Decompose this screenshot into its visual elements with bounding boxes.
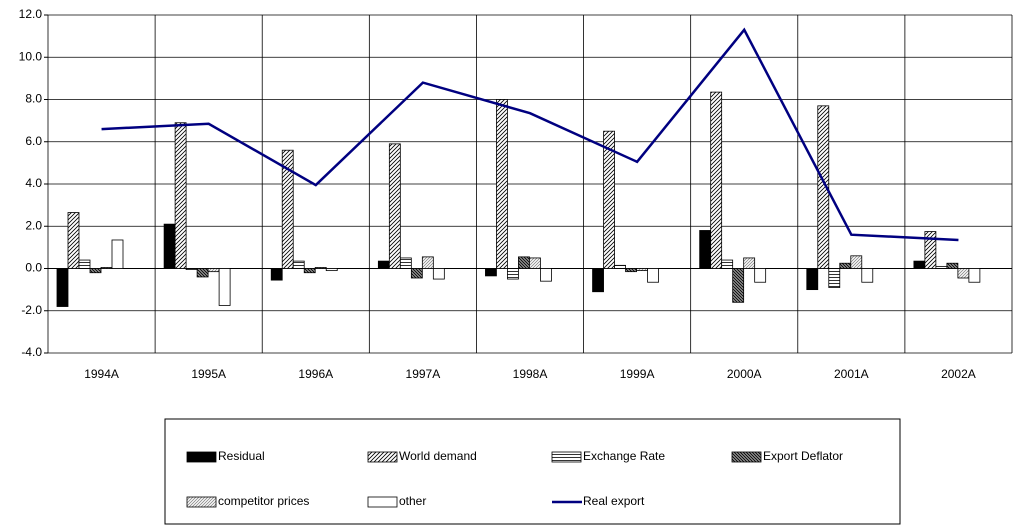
bar — [540, 268, 552, 282]
bar — [388, 143, 401, 269]
bar — [924, 231, 937, 269]
legend-swatch — [367, 451, 398, 463]
bar — [100, 267, 113, 269]
bar — [850, 255, 863, 269]
y-tick-label: 2.0 — [25, 218, 42, 232]
y-tick-label: -2.0 — [21, 303, 42, 317]
bar — [817, 105, 830, 269]
bar — [806, 268, 819, 291]
x-tick-label: 1995A — [191, 367, 226, 381]
bar — [957, 268, 970, 279]
y-tick-label: 6.0 — [25, 134, 42, 148]
bar — [913, 260, 926, 269]
bar — [111, 239, 124, 269]
bar — [78, 259, 91, 269]
x-tick-label: 1997A — [406, 367, 441, 381]
bar — [303, 268, 316, 274]
bar — [625, 268, 637, 273]
bar — [270, 268, 283, 281]
bar — [507, 268, 519, 280]
bar — [89, 268, 102, 274]
y-tick-label: 8.0 — [25, 92, 42, 106]
bar — [828, 268, 841, 288]
x-tick-label: 2001A — [834, 367, 869, 381]
bar — [839, 262, 852, 269]
x-tick-label: 1999A — [620, 367, 655, 381]
bar — [292, 260, 305, 269]
bar — [710, 91, 723, 269]
x-tick-label: 1996A — [298, 367, 333, 381]
bar — [496, 99, 508, 269]
bar — [325, 268, 338, 272]
bar — [603, 130, 615, 269]
bar — [281, 149, 294, 269]
y-tick-label: 12.0 — [19, 7, 43, 21]
x-tick-label: 2002A — [941, 367, 976, 381]
y-tick-label: 0.0 — [25, 261, 42, 275]
x-tick-label: 1998A — [513, 367, 548, 381]
bar — [529, 257, 541, 269]
x-tick-label: 2000A — [727, 367, 762, 381]
bar — [592, 268, 604, 293]
bar — [185, 268, 198, 270]
bar — [968, 268, 981, 283]
bar — [67, 212, 80, 269]
legend-label: competitor prices — [218, 494, 309, 508]
legend-label: other — [399, 494, 426, 508]
bar — [861, 268, 874, 283]
legend-swatch — [186, 496, 217, 508]
bar — [163, 223, 176, 269]
bar — [754, 268, 767, 283]
legend-swatch — [731, 451, 762, 463]
bar — [721, 259, 734, 269]
legend-label: Real export — [583, 494, 645, 508]
bar — [377, 260, 390, 269]
bar — [743, 257, 756, 269]
bar — [614, 264, 626, 269]
bar — [399, 257, 412, 269]
y-tick-label: -4.0 — [21, 345, 42, 359]
bar — [207, 268, 220, 273]
bar — [218, 268, 231, 306]
legend-box — [164, 418, 901, 525]
bar — [314, 267, 327, 269]
legend-swatch — [551, 451, 582, 463]
line-series — [101, 27, 959, 242]
bar — [196, 268, 209, 278]
bar — [432, 268, 445, 280]
bar — [174, 122, 187, 269]
x-tick-label: 1994A — [84, 367, 119, 381]
bar — [699, 230, 712, 269]
legend-swatch — [367, 496, 398, 508]
y-tick-label: 10.0 — [19, 49, 43, 63]
bar — [56, 268, 69, 307]
bar — [636, 268, 648, 272]
y-tick-label: 4.0 — [25, 176, 42, 190]
legend-label: World demand — [399, 449, 477, 463]
bar — [410, 268, 423, 279]
legend-label: Exchange Rate — [583, 449, 665, 463]
bar — [421, 256, 434, 269]
legend-swatch — [186, 451, 217, 463]
bar — [946, 262, 959, 269]
bar — [485, 268, 497, 277]
bar — [647, 268, 659, 283]
bar — [935, 265, 948, 269]
bar — [732, 268, 745, 303]
legend-label: Residual — [218, 449, 265, 463]
bar — [518, 256, 530, 269]
legend-label: Export Deflator — [763, 449, 843, 463]
